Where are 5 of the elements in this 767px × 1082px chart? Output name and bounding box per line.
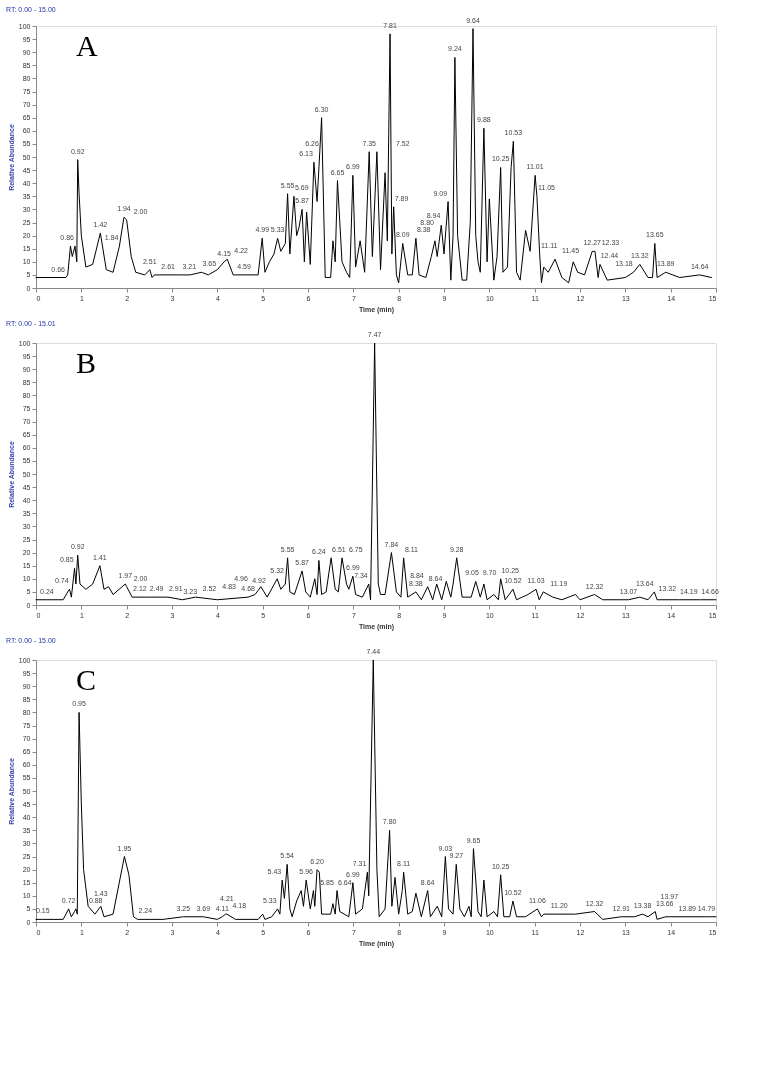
line-series [35,28,712,284]
line-series [35,342,717,601]
chart-title: C [76,663,97,696]
chart-title: A [76,29,98,62]
chart-title: B [76,346,97,379]
